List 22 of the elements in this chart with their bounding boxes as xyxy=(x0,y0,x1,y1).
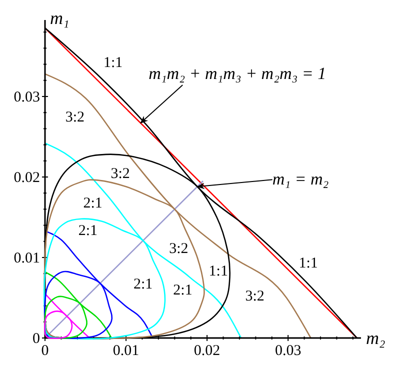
y-tick-label: 0.01 xyxy=(14,250,40,266)
y-tick-label: 0.02 xyxy=(14,170,40,186)
annotation: 3:2 xyxy=(110,166,130,182)
x-tick-label: 0.03 xyxy=(274,343,302,359)
annotation: 2:1 xyxy=(173,282,192,299)
annotation: 2:1 xyxy=(78,223,98,240)
y-tick-label: 0.03 xyxy=(14,89,40,106)
annotation: 3:2 xyxy=(65,110,85,126)
annotation: 3:2 xyxy=(169,240,188,257)
annotation: 1:1 xyxy=(103,54,123,71)
x-tick-label: 0.01 xyxy=(112,343,140,359)
y-axis-title: m₁ xyxy=(50,8,70,28)
annotation: 1:1 xyxy=(208,263,228,280)
annotation: 2:1 xyxy=(133,276,153,292)
annotation: m₁ = m₂ xyxy=(272,170,329,189)
x-axis-title: m₂ xyxy=(366,328,386,348)
annotation: 3:2 xyxy=(245,288,264,304)
annotation: 2:1 xyxy=(83,196,102,212)
annotation: 1:1 xyxy=(298,255,318,272)
x-tick-label: 0.02 xyxy=(194,343,220,359)
y-tick-label: 0 xyxy=(32,331,40,347)
annotation: m₁m₂ + m₁m₃ + m₂m₃ = 1 xyxy=(148,64,326,84)
